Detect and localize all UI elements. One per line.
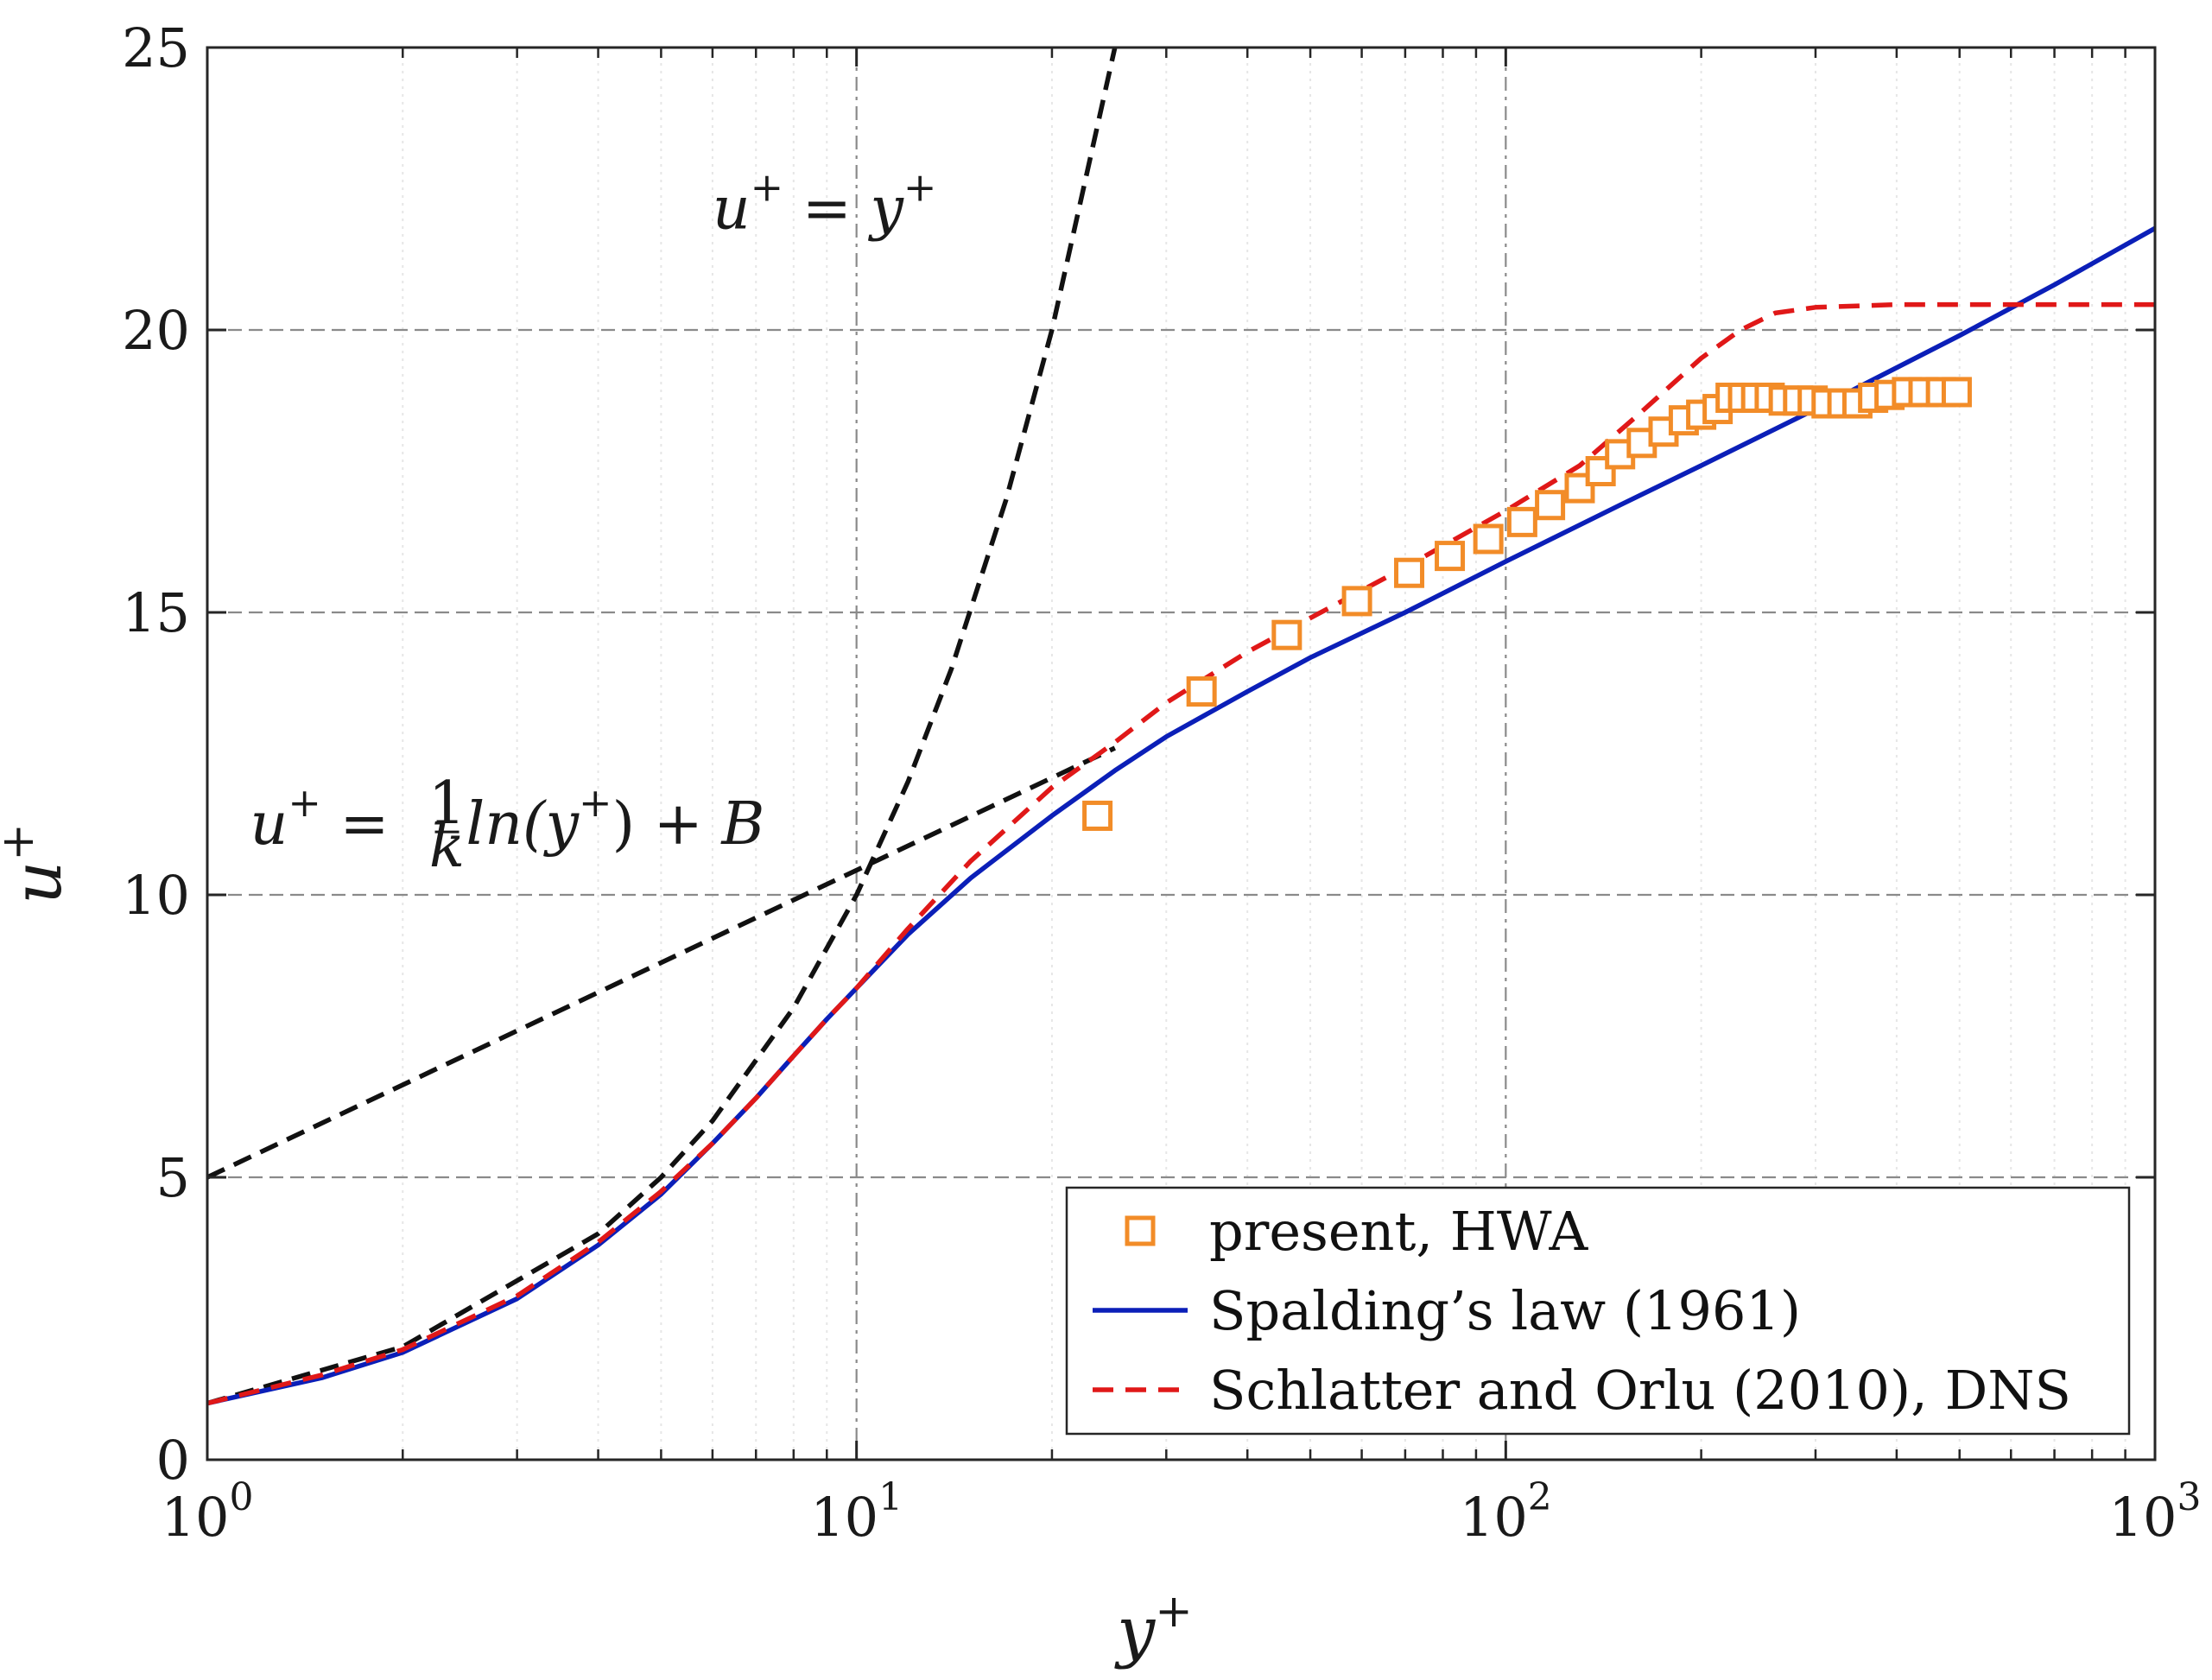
y-tick-label: 0 bbox=[156, 1429, 190, 1492]
hwa-data-point bbox=[1271, 619, 1302, 650]
x-tick-label-base: 10 bbox=[2109, 1486, 2177, 1549]
hwa-data-point bbox=[1585, 456, 1616, 486]
hwa-data-point bbox=[1435, 541, 1466, 572]
log-law-fraction-den: k bbox=[429, 813, 465, 881]
hwa-data-point bbox=[1341, 586, 1372, 617]
reference-line bbox=[207, 48, 1118, 1406]
legend-label: Spalding’s law (1961) bbox=[1209, 1279, 1801, 1342]
linear-law-rhs: y bbox=[867, 174, 904, 243]
legend-label: Schlatter and Orlu (2010), DNS bbox=[1209, 1359, 2071, 1422]
axes-frame bbox=[206, 46, 2157, 1461]
x-tick-label-exponent: 0 bbox=[229, 1475, 253, 1519]
log-law-fraction-num: 1 bbox=[428, 770, 466, 838]
linear-law-annotation: u+ = y+ bbox=[713, 163, 937, 243]
y-tick-label: 5 bbox=[156, 1146, 190, 1209]
legend: present, HWA Spalding’s law (1961) Schlatt… bbox=[1065, 1186, 2131, 1436]
axes-box bbox=[206, 46, 2157, 1461]
annotations: u+ = y+u+ = 1k ln(y+) + B bbox=[250, 163, 937, 881]
hwa-data-point bbox=[1535, 490, 1566, 521]
y-axis-label: u+ bbox=[0, 823, 77, 904]
x-tick-label-exponent: 2 bbox=[1528, 1475, 1552, 1519]
log-law-annotation: u+ = bbox=[250, 779, 390, 859]
hwa-data-point bbox=[1082, 800, 1113, 831]
log-law-close: ) bbox=[612, 790, 636, 859]
y-tick-label: 25 bbox=[122, 16, 190, 79]
y-axis-label-sup: + bbox=[0, 823, 44, 861]
linear-law-lhs-sup: + bbox=[751, 163, 784, 210]
log-law-tail: + bbox=[635, 790, 721, 859]
x-tick-label-base: 10 bbox=[1460, 1486, 1528, 1549]
dns-series-line bbox=[207, 301, 2155, 1406]
x-tick-label-base: 10 bbox=[810, 1486, 878, 1549]
linear-law-lhs: u bbox=[713, 174, 751, 243]
x-tick-label: 101 bbox=[810, 1475, 903, 1549]
log-law-rest: ln(y+) + B bbox=[466, 779, 765, 859]
x-tick-label-exponent: 3 bbox=[2177, 1475, 2201, 1519]
x-axis-label-base: y bbox=[1114, 1593, 1156, 1670]
major-grid bbox=[207, 48, 2155, 1460]
log-law-tail-b: B bbox=[719, 790, 764, 859]
legend-label: present, HWA bbox=[1209, 1200, 1588, 1263]
log-law-eq: = bbox=[321, 790, 390, 859]
x-axis-label: y+ bbox=[1114, 1586, 1193, 1670]
hwa-data-point bbox=[1941, 377, 1972, 408]
x-tick-label: 103 bbox=[2109, 1475, 2202, 1549]
linear-law-rhs-sup: + bbox=[903, 163, 937, 210]
x-tick-label-exponent: 1 bbox=[878, 1475, 903, 1519]
log-law-func: ln(y bbox=[466, 790, 580, 859]
hwa-data-point bbox=[1186, 676, 1217, 707]
hwa-data-point bbox=[1394, 557, 1425, 588]
y-axis-label-base: u bbox=[0, 861, 77, 904]
log-law-lhs: u bbox=[250, 790, 288, 859]
legend-box bbox=[1065, 1186, 2131, 1436]
reference-lines bbox=[207, 48, 1118, 1406]
x-tick-label: 100 bbox=[162, 1475, 254, 1549]
hwa-data-point bbox=[1506, 506, 1537, 537]
hwa-data-point bbox=[1473, 523, 1504, 555]
reference-line bbox=[207, 745, 1116, 1180]
legend-marker-hwa bbox=[1125, 1215, 1156, 1246]
series-lines bbox=[207, 225, 2155, 1406]
y-tick-label: 10 bbox=[122, 864, 190, 927]
x-tick-label-base: 10 bbox=[162, 1486, 230, 1549]
linear-law-eq: = bbox=[783, 174, 870, 243]
x-tick-label: 102 bbox=[1460, 1475, 1552, 1549]
axis-ticks bbox=[206, 46, 2157, 1461]
y-tick-label: 20 bbox=[122, 299, 190, 362]
log-law-func-sup: + bbox=[579, 779, 612, 826]
log-law-lhs-sup: + bbox=[288, 779, 321, 826]
y-tick-label: 15 bbox=[122, 581, 190, 644]
x-axis-label-sup: + bbox=[1155, 1586, 1193, 1638]
markers bbox=[1082, 377, 1972, 831]
